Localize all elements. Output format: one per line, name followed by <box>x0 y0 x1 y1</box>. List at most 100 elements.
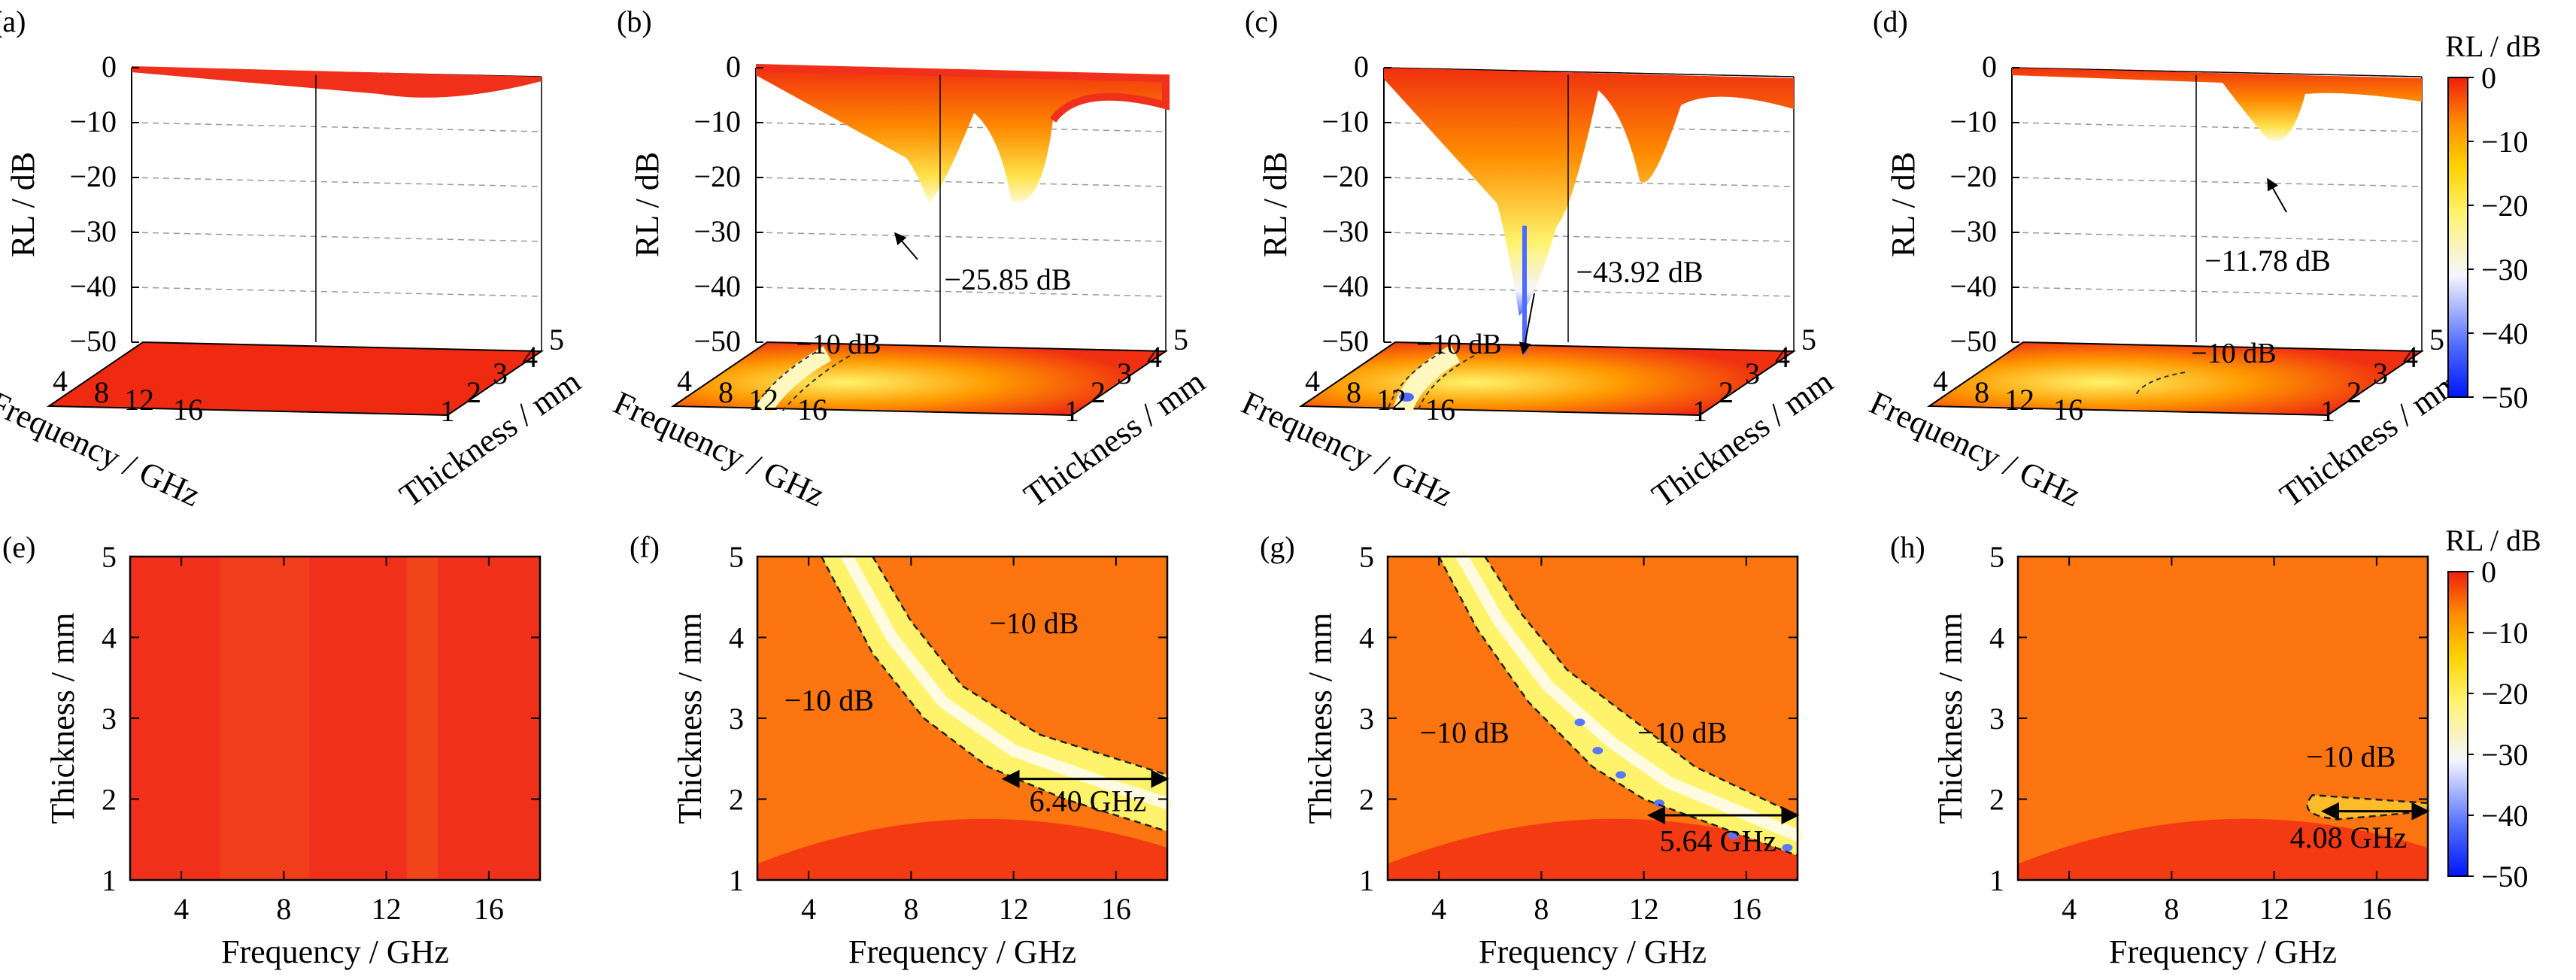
y-tick-label: 1 <box>729 863 744 897</box>
z-gridline <box>2011 177 2423 187</box>
heatmap-background <box>130 557 540 880</box>
surface-sheet <box>132 66 542 98</box>
z-gridline <box>755 232 1167 242</box>
back-wall <box>132 68 542 351</box>
y-tick-label: 1 <box>440 394 455 428</box>
y-tick-label: 4 <box>729 621 744 655</box>
contour-line-minus10 <box>872 556 1168 776</box>
z-gridline <box>1383 232 1795 242</box>
z-axis-label: RL / dB <box>629 152 666 257</box>
x-tick-label: 4 <box>801 892 816 926</box>
colorbar-tick-label: −10 <box>2481 616 2529 650</box>
z-tick-label: −30 <box>1949 214 1997 248</box>
z-gridline <box>1383 287 1795 297</box>
deep-absorption-spot <box>1615 771 1626 779</box>
y-tick-label: 1 <box>2320 394 2335 428</box>
y-tick-label: 2 <box>102 783 117 817</box>
y-tick-label: 5 <box>1801 323 1816 357</box>
x-tick-label: 4 <box>1431 892 1446 926</box>
x-tick-label: 12 <box>2259 892 2289 926</box>
z-tick-label: −30 <box>693 214 741 248</box>
y-tick-label: 4 <box>1989 621 2004 655</box>
colorbar-tick-label: −10 <box>2481 125 2529 159</box>
y-tick-label: 3 <box>1745 357 1760 390</box>
y-tick-label: 1 <box>1692 394 1707 428</box>
min-rl-annotation: −43.92 dB <box>1576 255 1703 289</box>
x-axis-label: Frequency / GHz <box>2109 933 2337 970</box>
y-tick-label: 3 <box>102 702 117 736</box>
back-top-edge <box>2011 67 2423 77</box>
y-tick-label: 1 <box>1359 863 1374 897</box>
x-tick-label: 12 <box>124 383 154 417</box>
surface-edge <box>755 64 1170 123</box>
floor-contour <box>2135 372 2186 396</box>
y-tick-label: 5 <box>1173 323 1188 357</box>
eab-label: 6.40 GHz <box>1030 784 1147 818</box>
x-tick-label: 12 <box>999 892 1029 926</box>
x-tick-label: 8 <box>718 375 733 409</box>
panel-label: (a) <box>0 5 26 38</box>
contour-label: −10 dB <box>2306 740 2395 774</box>
panel-label: (f) <box>630 530 660 564</box>
x-tick-label: 16 <box>474 892 504 926</box>
floor-projection <box>46 341 545 417</box>
colorbar-tick-label: −20 <box>2481 189 2529 223</box>
y-tick-label: 3 <box>1989 702 2004 736</box>
x-tick-label: 8 <box>276 892 291 926</box>
x-tick-label: 12 <box>1629 892 1659 926</box>
z-gridline <box>1383 177 1795 187</box>
y-tick-label: 4 <box>1775 340 1790 374</box>
y-tick-label: 4 <box>102 621 117 655</box>
x-tick-label: 4 <box>1933 364 1948 398</box>
x-tick-label: 4 <box>53 364 68 398</box>
contour-label: −10 dB <box>784 683 874 717</box>
contour-line-minus10 <box>821 556 1168 833</box>
floor-projection <box>1298 341 1797 417</box>
y-axis-label: Thickness / mm <box>1302 612 1339 824</box>
y-tick-label: 3 <box>1117 357 1132 390</box>
z-tick-label: −10 <box>69 105 117 138</box>
colorbar-title: RL / dB <box>2445 29 2541 63</box>
panel-label: (c) <box>1245 5 1278 38</box>
z-gridline <box>131 177 542 187</box>
surface-sheet <box>2012 68 2422 141</box>
y-axis-label: Thickness / mm <box>1932 612 1969 824</box>
y-tick-label: 5 <box>1359 540 1374 574</box>
y-tick-label: 3 <box>493 357 508 390</box>
y-tick-label: 2 <box>729 783 744 817</box>
z-axis-label: RL / dB <box>1257 152 1294 257</box>
colorbar-tick-label: −50 <box>2481 381 2529 414</box>
floor-contour <box>1387 351 1443 411</box>
y-tick-label: 1 <box>102 863 117 897</box>
y-tick-label: 2 <box>1719 375 1734 409</box>
floor-contour <box>1417 355 1475 412</box>
back-wall <box>2012 68 2422 351</box>
absorption-core <box>1455 551 1804 842</box>
y-axis-label: Thickness / mm <box>672 612 708 824</box>
z-tick-label: −20 <box>693 159 741 193</box>
colorbar-tick-label: −30 <box>2481 253 2529 287</box>
floor-projection <box>1926 341 2425 417</box>
colorbar-bottom: 0 −10 −20 −30 −40 −50 RL / dB <box>2445 523 2541 894</box>
heatmap-band <box>406 557 438 880</box>
heatmap-glow <box>2018 557 2428 864</box>
y-tick-label: 2 <box>2347 375 2362 409</box>
z-tick-label: 0 <box>1354 50 1369 83</box>
eab-label: 4.08 GHz <box>2290 821 2408 854</box>
absorption-band <box>821 557 1167 832</box>
x-tick-label: 12 <box>2004 383 2034 417</box>
heatmap-band <box>220 557 310 880</box>
x-tick-label: 8 <box>1534 892 1549 926</box>
x-tick-label: 4 <box>677 364 692 398</box>
floor-contour <box>751 351 817 411</box>
panel-label: (e) <box>2 530 35 564</box>
panel-label: (b) <box>617 5 652 38</box>
surface-sheet <box>756 68 1166 203</box>
z-gridline <box>755 287 1167 297</box>
min-rl-annotation: −25.85 dB <box>944 262 1071 296</box>
x-tick-label: 16 <box>1425 393 1455 426</box>
colorbar-gradient <box>2447 571 2468 877</box>
y-tick-label: 5 <box>2429 323 2444 357</box>
